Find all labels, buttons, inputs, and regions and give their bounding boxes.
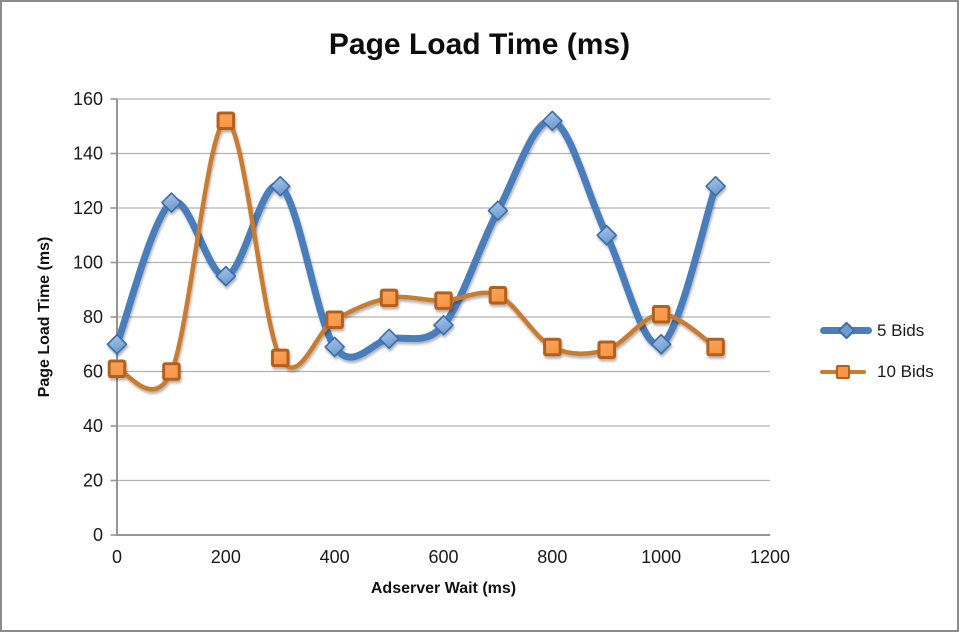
legend-item-5-bids: 5 Bids — [820, 310, 955, 351]
x-tick-label: 1000 — [641, 547, 681, 567]
diamond-marker-icon — [106, 333, 128, 355]
diamond-marker-icon — [542, 110, 563, 132]
diamond-marker-icon — [378, 328, 400, 350]
square-marker-icon — [107, 359, 127, 379]
square-marker-icon — [162, 362, 181, 381]
diamond-marker-icon — [433, 314, 454, 336]
x-tick-label: 0 — [112, 547, 122, 567]
x-tick-label: 200 — [211, 547, 241, 567]
y-tick-label: 20 — [83, 471, 103, 491]
square-marker-icon — [379, 288, 399, 308]
y-tick-label: 120 — [73, 198, 103, 218]
y-tick-label: 80 — [83, 307, 103, 327]
series-10-bids-symbol — [820, 363, 872, 380]
series-5-bids-symbol — [820, 321, 872, 340]
y-tick-label: 160 — [73, 89, 103, 109]
diamond-marker-icon — [269, 175, 291, 197]
square-marker-icon — [325, 310, 344, 329]
diamond-marker-icon — [650, 333, 672, 355]
legend-label-10-bids: 10 Bids — [877, 361, 934, 381]
y-tick-label: 60 — [83, 362, 103, 382]
diamond-marker-icon — [215, 265, 237, 287]
square-marker-icon — [597, 340, 616, 359]
chart-title: Page Load Time (ms) — [328, 28, 631, 61]
y-tick-label: 0 — [93, 525, 103, 545]
series-10-bids — [107, 111, 725, 392]
square-marker-icon — [836, 364, 850, 379]
square-marker-icon — [706, 337, 725, 357]
legend-item-10-bids: 10 Bids — [820, 351, 955, 392]
legend: 5 Bids 10 Bids — [820, 310, 955, 392]
square-marker-icon — [271, 348, 290, 368]
x-tick-label: 800 — [537, 547, 567, 567]
diamond-marker-icon — [705, 175, 726, 197]
gridlines — [117, 98, 770, 482]
square-marker-icon — [543, 337, 562, 357]
diamond-marker-icon — [161, 192, 182, 213]
axes — [110, 98, 770, 536]
diamond-marker-icon — [487, 200, 509, 222]
x-tick-label: 600 — [428, 547, 458, 567]
y-tick-label: 100 — [73, 253, 103, 273]
square-marker-icon — [488, 285, 508, 305]
diamond-marker-icon — [837, 321, 856, 340]
square-marker-icon — [434, 291, 453, 310]
series-5-bids — [106, 110, 726, 361]
square-marker-icon — [216, 111, 236, 131]
x-tick-label: 1200 — [750, 547, 790, 567]
diamond-marker-icon — [596, 224, 618, 246]
y-axis-title: Page Load Time (ms) — [36, 236, 53, 398]
x-tick-label: 400 — [320, 547, 350, 567]
y-tick-label: 40 — [83, 416, 103, 436]
diamond-marker-icon — [324, 336, 345, 358]
legend-label-5-bids: 5 Bids — [877, 320, 925, 340]
square-marker-icon — [651, 305, 671, 324]
y-tick-label: 140 — [73, 144, 103, 164]
x-axis-title: Adserver Wait (ms) — [370, 580, 517, 597]
